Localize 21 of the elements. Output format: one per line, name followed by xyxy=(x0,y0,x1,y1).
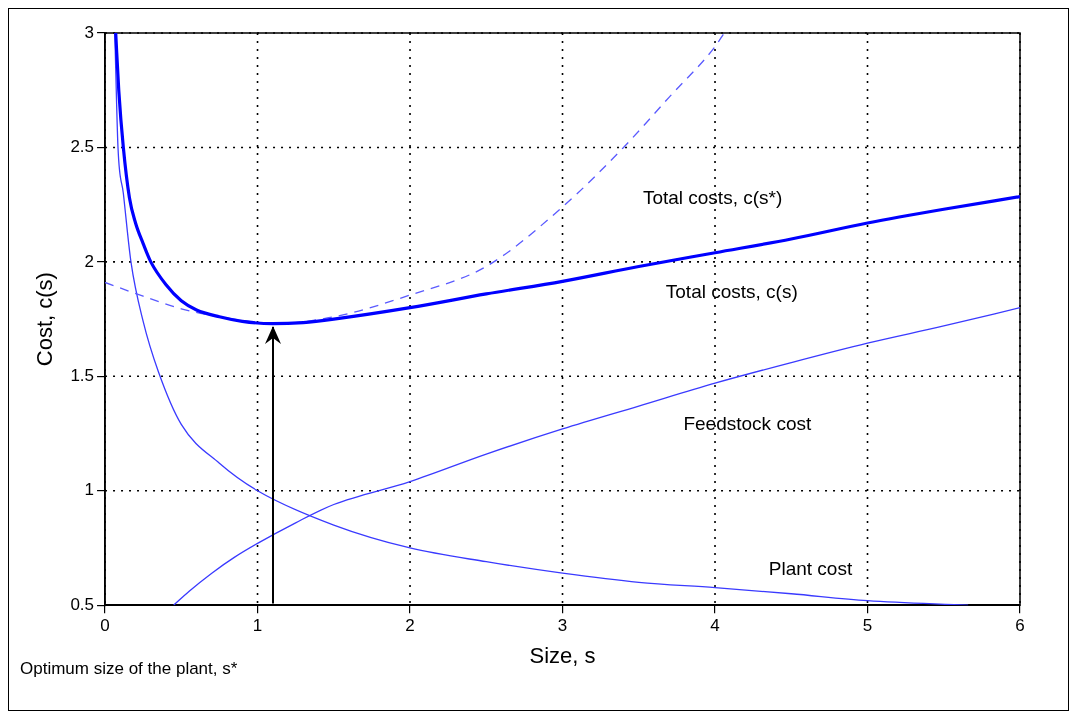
x-tick-label: 3 xyxy=(557,616,568,636)
line-series xyxy=(114,33,1020,326)
y-tick-label: 1 xyxy=(84,480,95,500)
annotation: Total costs, c(s) xyxy=(665,281,798,303)
x-axis-title: Size, s xyxy=(529,642,596,668)
annotation: Feedstock cost xyxy=(683,413,812,435)
y-tick-label: 2.5 xyxy=(70,137,95,157)
annotation: Plant cost xyxy=(768,557,853,579)
x-tick-label: 4 xyxy=(710,616,720,636)
x-tick-label: 1 xyxy=(252,616,263,636)
y-tick-label: 1.5 xyxy=(70,366,95,386)
text: Optimum size of the plant, s* xyxy=(20,658,238,678)
x-tick-label: 5 xyxy=(862,616,873,636)
x-tick-label: 0 xyxy=(100,616,110,636)
y-tick-label: 0.5 xyxy=(70,594,95,614)
annotation: Total costs, c(s*) xyxy=(642,186,783,208)
x-tick-label: 2 xyxy=(405,616,415,636)
y-tick-label: 2 xyxy=(84,251,95,271)
x-tick-label: 6 xyxy=(1015,616,1025,636)
y-axis-title: Cost, c(s) xyxy=(32,272,58,367)
y-tick-label: 3 xyxy=(84,22,95,42)
